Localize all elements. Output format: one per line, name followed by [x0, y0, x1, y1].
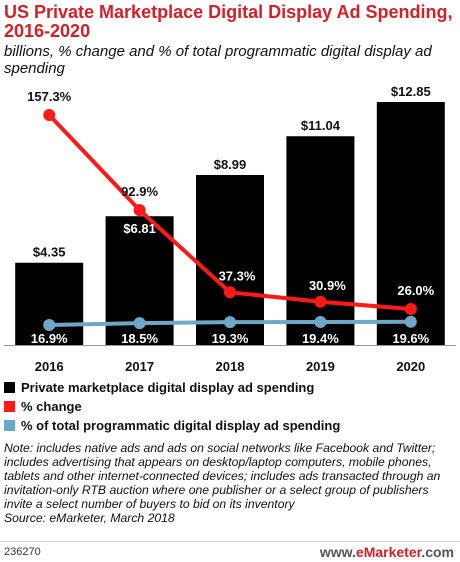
note-text: Note: includes native ads and ads on soc…: [4, 441, 441, 511]
change-point-2019: [314, 295, 327, 308]
share-point-2017: [133, 317, 146, 330]
labels-layer: $4.35 2016 $6.81 2017 $8.99 2018 $11.04 2019 $12…: [27, 84, 435, 372]
change-label-2018: 37.3%: [219, 268, 256, 283]
bar-value-label-2017: $6.81: [123, 221, 156, 236]
change-point-2018: [224, 286, 236, 299]
bar-value-label-2018: $8.99: [214, 157, 247, 172]
x-tick-label-2020: 2020: [396, 359, 425, 372]
x-tick-label-2017: 2017: [125, 359, 154, 372]
change-label-2016: 157.3%: [27, 89, 72, 104]
logo-brand: eMarketer: [355, 544, 422, 560]
bar-value-label-2019: $11.04: [301, 118, 341, 133]
lines-layer: [43, 109, 417, 331]
change-point-2020: [404, 303, 417, 315]
legend-item-share: % of total programmatic digital display …: [4, 416, 456, 435]
share-point-2020: [404, 315, 417, 328]
x-tick-label-2016: 2016: [35, 359, 64, 372]
share-label-2020: 19.6%: [392, 331, 429, 346]
share-label-2017: 18.5%: [121, 331, 158, 346]
change-point-2017: [133, 204, 146, 217]
legend-swatch-change: [4, 401, 15, 412]
share-label-2016: 16.9%: [31, 331, 68, 346]
legend-label-spending: Private marketplace digital display ad s…: [21, 380, 315, 395]
change-label-2019: 30.9%: [309, 278, 346, 293]
share-point-2019: [314, 316, 327, 328]
share-point-2018: [224, 316, 236, 329]
bar-2019: [286, 136, 355, 345]
x-tick-label-2019: 2019: [306, 359, 335, 372]
legend: Private marketplace digital display ad s…: [4, 378, 456, 435]
share-point-2016: [43, 319, 56, 331]
chart-canvas: $4.35 2016 $6.81 2017 $8.99 2018 $11.04 2019 $12…: [4, 84, 456, 372]
legend-item-spending: Private marketplace digital display ad s…: [4, 378, 456, 397]
chart-subtitle: billions, % change and % of total progra…: [4, 43, 432, 77]
legend-swatch-spending: [4, 382, 15, 393]
chart-note: Note: includes native ads and ads on soc…: [4, 441, 456, 525]
logo-suffix: .com: [421, 544, 454, 560]
x-tick-label-2018: 2018: [216, 359, 245, 372]
change-label-2020: 26.0%: [397, 283, 434, 298]
legend-swatch-share: [4, 420, 15, 431]
change-label-2017: 92.9%: [121, 184, 158, 199]
bar-2016: [15, 262, 84, 345]
share-label-2018: 19.3%: [212, 331, 249, 346]
chart-id: 236270: [4, 546, 41, 558]
change-point-2016: [43, 109, 56, 121]
source-text: Source: eMarketer, March 2018: [4, 511, 175, 525]
emarketer-logo: www.eMarketer.com: [320, 544, 454, 560]
bar-value-label-2016: $4.35: [33, 245, 66, 260]
share-label-2019: 19.4%: [302, 331, 339, 346]
legend-label-change: % change: [21, 399, 82, 414]
logo-prefix: www.: [319, 544, 356, 560]
footer-bar: 236270 www.eMarketer.com: [0, 541, 460, 562]
legend-label-share: % of total programmatic digital display …: [21, 418, 341, 433]
bar-value-label-2020: $12.85: [391, 84, 431, 99]
chart-title: US Private Marketplace Digital Display A…: [4, 2, 453, 41]
legend-item-change: % change: [4, 397, 456, 416]
